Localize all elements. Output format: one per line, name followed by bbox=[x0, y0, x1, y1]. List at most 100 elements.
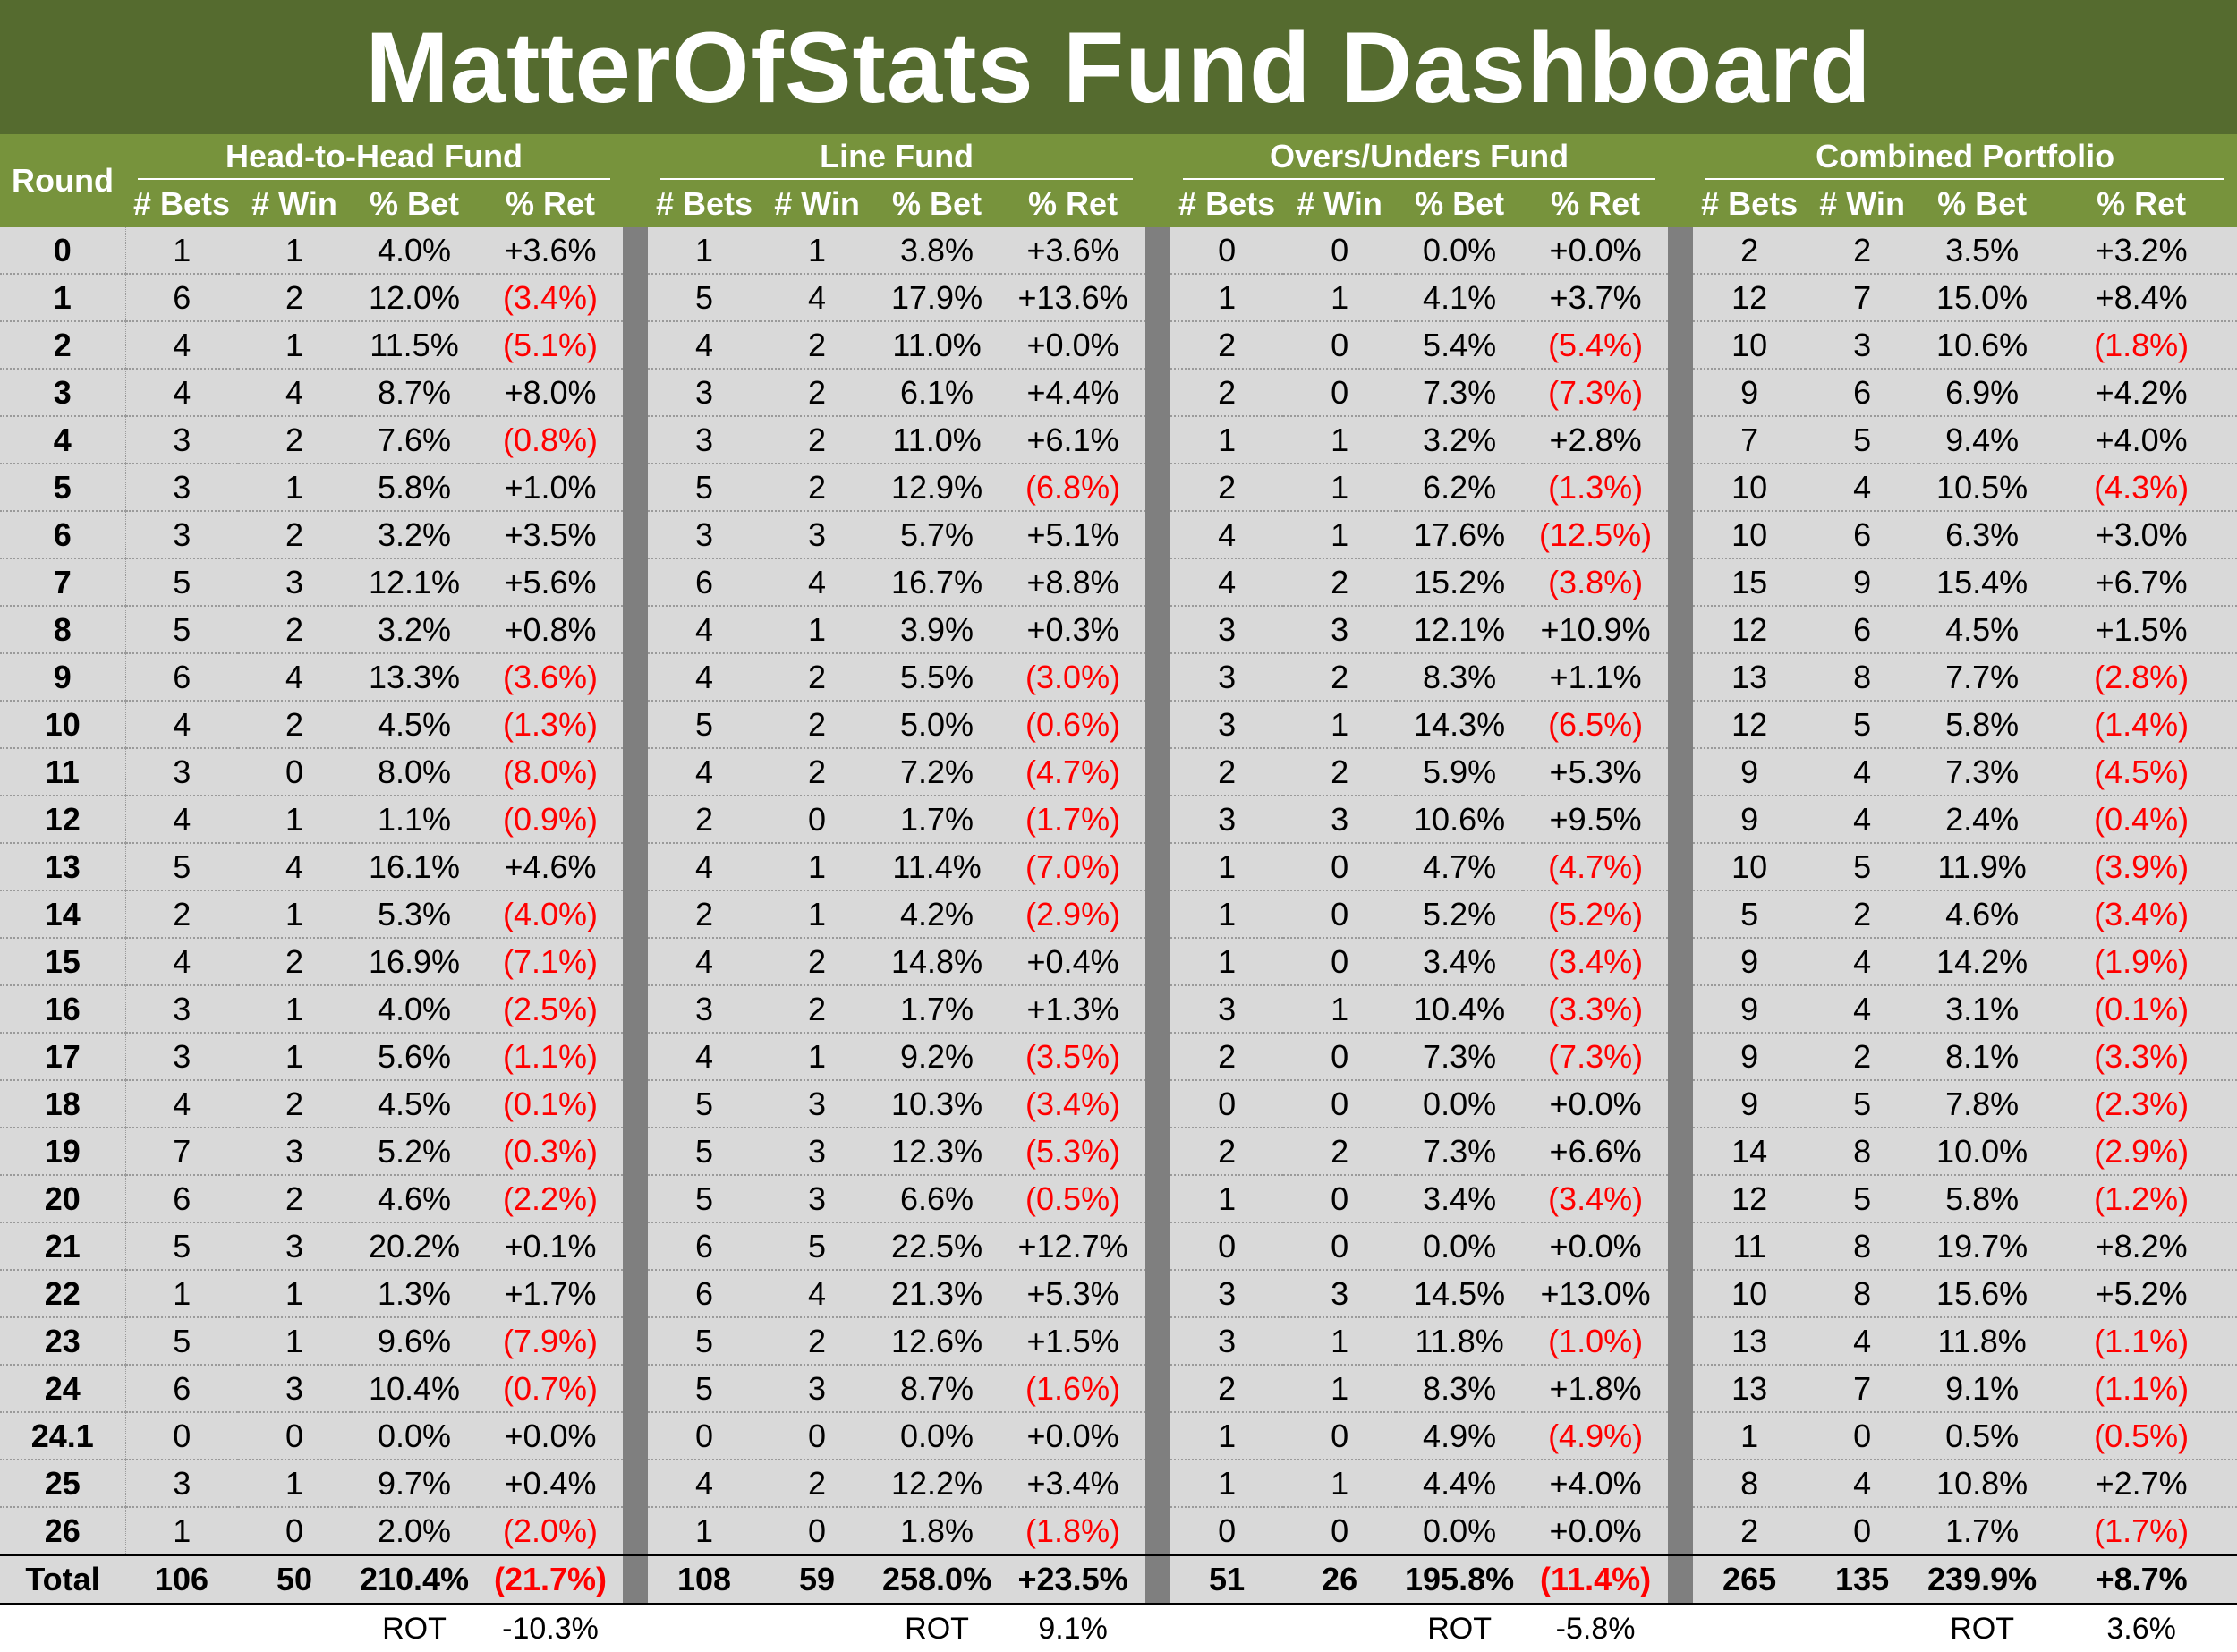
cell-line-fund-win: 1 bbox=[761, 1033, 873, 1080]
cell-combined-portfolio-ret: (1.1%) bbox=[2046, 1365, 2237, 1412]
cell-line-fund-ret: (1.6%) bbox=[1000, 1365, 1145, 1412]
fund-header-overs-unders-fund: Overs/Unders Fund bbox=[1170, 134, 1668, 181]
column-separator bbox=[623, 748, 648, 796]
cell-combined-portfolio-win: 6 bbox=[1806, 606, 1918, 653]
cell-line-fund-bet: 11.4% bbox=[873, 843, 1000, 890]
cell-head-to-head-fund-win: 1 bbox=[238, 1270, 351, 1317]
cell-combined-portfolio-bet: 7.3% bbox=[1918, 748, 2046, 796]
column-separator bbox=[623, 416, 648, 464]
column-separator bbox=[1145, 701, 1170, 748]
cell-line-fund-bet: 12.2% bbox=[873, 1460, 1000, 1507]
cell-combined-portfolio-ret: +3.2% bbox=[2046, 227, 2237, 274]
cell-combined-portfolio-bet: 3.5% bbox=[1918, 227, 2046, 274]
rot-spacer bbox=[238, 1605, 351, 1652]
cell-overs-unders-fund-ret: (1.0%) bbox=[1523, 1317, 1668, 1365]
column-separator bbox=[1145, 1175, 1170, 1222]
cell-overs-unders-fund-ret: (12.5%) bbox=[1523, 511, 1668, 558]
cell-combined-portfolio-bets: 10 bbox=[1693, 843, 1806, 890]
cell-overs-unders-fund-bet: 6.2% bbox=[1396, 464, 1523, 511]
round-cell: 24.1 bbox=[0, 1412, 125, 1460]
column-separator bbox=[1668, 321, 1693, 369]
cell-line-fund-bet: 11.0% bbox=[873, 321, 1000, 369]
cell-line-fund-bets: 2 bbox=[648, 796, 761, 843]
cell-combined-portfolio-bets: 7 bbox=[1693, 416, 1806, 464]
cell-head-to-head-fund-bet: 16.1% bbox=[351, 843, 478, 890]
round-cell: 5 bbox=[0, 464, 125, 511]
cell-overs-unders-fund-bet: 3.4% bbox=[1396, 938, 1523, 985]
cell-head-to-head-fund-bets: 4 bbox=[125, 796, 238, 843]
cell-combined-portfolio-bets: 12 bbox=[1693, 701, 1806, 748]
cell-overs-unders-fund-bets: 2 bbox=[1170, 1365, 1283, 1412]
column-separator bbox=[1145, 1270, 1170, 1317]
cell-overs-unders-fund-bet: 8.3% bbox=[1396, 653, 1523, 701]
cell-overs-unders-fund-win: 1 bbox=[1283, 985, 1396, 1033]
rot-spacer bbox=[0, 1605, 125, 1652]
cell-overs-unders-fund-bets: 0 bbox=[1170, 1222, 1283, 1270]
round-cell: 25 bbox=[0, 1460, 125, 1507]
column-separator bbox=[1668, 1222, 1693, 1270]
cell-line-fund-bet: 9.2% bbox=[873, 1033, 1000, 1080]
cell-combined-portfolio-ret: (2.3%) bbox=[2046, 1080, 2237, 1128]
cell-overs-unders-fund-win: 0 bbox=[1283, 1507, 1396, 1555]
cell-combined-portfolio-bets: 9 bbox=[1693, 985, 1806, 1033]
cell-overs-unders-fund-ret: +1.1% bbox=[1523, 653, 1668, 701]
cell-combined-portfolio-bet: 10.5% bbox=[1918, 464, 2046, 511]
rot-label: ROT bbox=[1918, 1605, 2046, 1652]
cell-head-to-head-fund-ret: +0.4% bbox=[478, 1460, 623, 1507]
cell-combined-portfolio-ret: (1.1%) bbox=[2046, 1317, 2237, 1365]
cell-head-to-head-fund-ret: (1.3%) bbox=[478, 701, 623, 748]
cell-overs-unders-fund-bet: 14.5% bbox=[1396, 1270, 1523, 1317]
column-separator bbox=[1145, 1222, 1170, 1270]
column-header-row: # Bets# Win% Bet% Ret# Bets# Win% Bet% R… bbox=[0, 181, 2237, 227]
column-separator bbox=[1145, 558, 1170, 606]
cell-overs-unders-fund-bets: 2 bbox=[1170, 1128, 1283, 1175]
cell-overs-unders-fund-bet: 10.6% bbox=[1396, 796, 1523, 843]
cell-line-fund-win: 2 bbox=[761, 321, 873, 369]
cell-overs-unders-fund-bets: 3 bbox=[1170, 1270, 1283, 1317]
round-cell: 16 bbox=[0, 985, 125, 1033]
column-separator bbox=[1145, 938, 1170, 985]
round-cell: 21 bbox=[0, 1222, 125, 1270]
cell-line-fund-win: 0 bbox=[761, 1412, 873, 1460]
cell-overs-unders-fund-ret: +4.0% bbox=[1523, 1460, 1668, 1507]
cell-line-fund-ret: (4.7%) bbox=[1000, 748, 1145, 796]
cell-line-fund-win: 1 bbox=[761, 227, 873, 274]
column-separator bbox=[1668, 464, 1693, 511]
cell-overs-unders-fund-bets: 4 bbox=[1170, 558, 1283, 606]
round-cell: 26 bbox=[0, 1507, 125, 1555]
cell-line-fund-ret: +13.6% bbox=[1000, 274, 1145, 321]
cell-overs-unders-fund-bet: 4.1% bbox=[1396, 274, 1523, 321]
cell-line-fund-ret: (5.3%) bbox=[1000, 1128, 1145, 1175]
cell-overs-unders-fund-win: 2 bbox=[1283, 558, 1396, 606]
cell-combined-portfolio-win: 4 bbox=[1806, 796, 1918, 843]
cell-combined-portfolio-win: 3 bbox=[1806, 321, 1918, 369]
column-header-bet: % Bet bbox=[1396, 181, 1523, 227]
column-separator bbox=[1145, 796, 1170, 843]
cell-head-to-head-fund-bet: 9.6% bbox=[351, 1317, 478, 1365]
cell-combined-portfolio-bet: 14.2% bbox=[1918, 938, 2046, 985]
cell-combined-portfolio-bets: 9 bbox=[1693, 369, 1806, 416]
rot-spacer bbox=[648, 1605, 761, 1652]
cell-line-fund-bets: 3 bbox=[648, 369, 761, 416]
column-separator bbox=[623, 1317, 648, 1365]
column-separator bbox=[623, 890, 648, 938]
column-separator bbox=[623, 464, 648, 511]
cell-overs-unders-fund-bets: 1 bbox=[1170, 416, 1283, 464]
cell-line-fund-ret: (1.8%) bbox=[1000, 1507, 1145, 1555]
column-separator bbox=[623, 1033, 648, 1080]
cell-line-fund-bet: 0.0% bbox=[873, 1412, 1000, 1460]
cell-head-to-head-fund-bets: 3 bbox=[125, 1033, 238, 1080]
cell-line-fund-bets: 4 bbox=[648, 653, 761, 701]
cell-overs-unders-fund-bets: 0 bbox=[1170, 227, 1283, 274]
cell-overs-unders-fund-bet: 10.4% bbox=[1396, 985, 1523, 1033]
cell-head-to-head-fund-win: 0 bbox=[238, 748, 351, 796]
cell-combined-portfolio-ret: +1.5% bbox=[2046, 606, 2237, 653]
column-separator bbox=[623, 1080, 648, 1128]
cell-line-fund-win: 1 bbox=[761, 843, 873, 890]
cell-combined-portfolio-bet: 15.6% bbox=[1918, 1270, 2046, 1317]
